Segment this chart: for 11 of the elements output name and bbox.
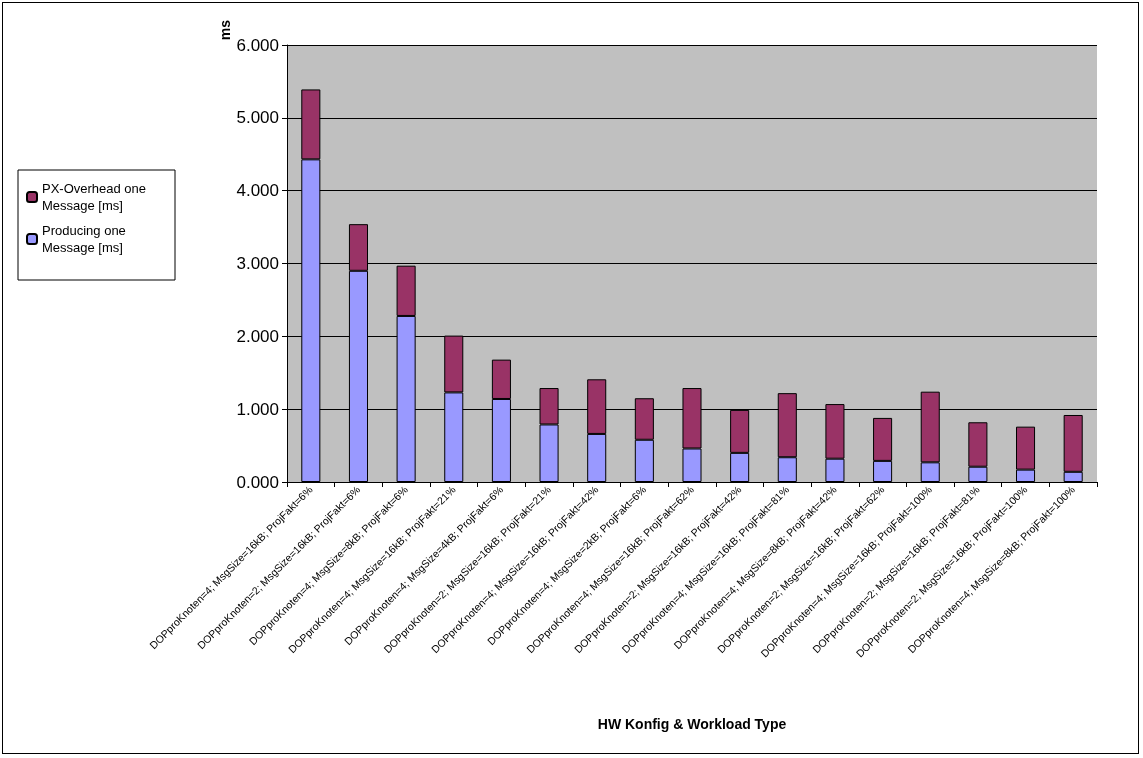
y-tick-label: 3.000 [236, 254, 279, 273]
y-tick-label: 4.000 [236, 181, 279, 201]
legend-label: Producing one Message [ms] [42, 223, 130, 255]
y-axis-title: ms [217, 19, 233, 41]
y-tick-label: 6.000 [236, 35, 279, 55]
x-axis-title: HW Konfig & Workload Type [597, 716, 787, 732]
y-tick-label: 2.000 [236, 326, 279, 346]
y-tick-label: 5.000 [236, 108, 279, 128]
y-tick-label: 1.000 [236, 399, 279, 419]
legend-label: PX-Overhead one Message [ms] [42, 181, 150, 213]
y-tick-label: 0.000 [236, 472, 279, 492]
